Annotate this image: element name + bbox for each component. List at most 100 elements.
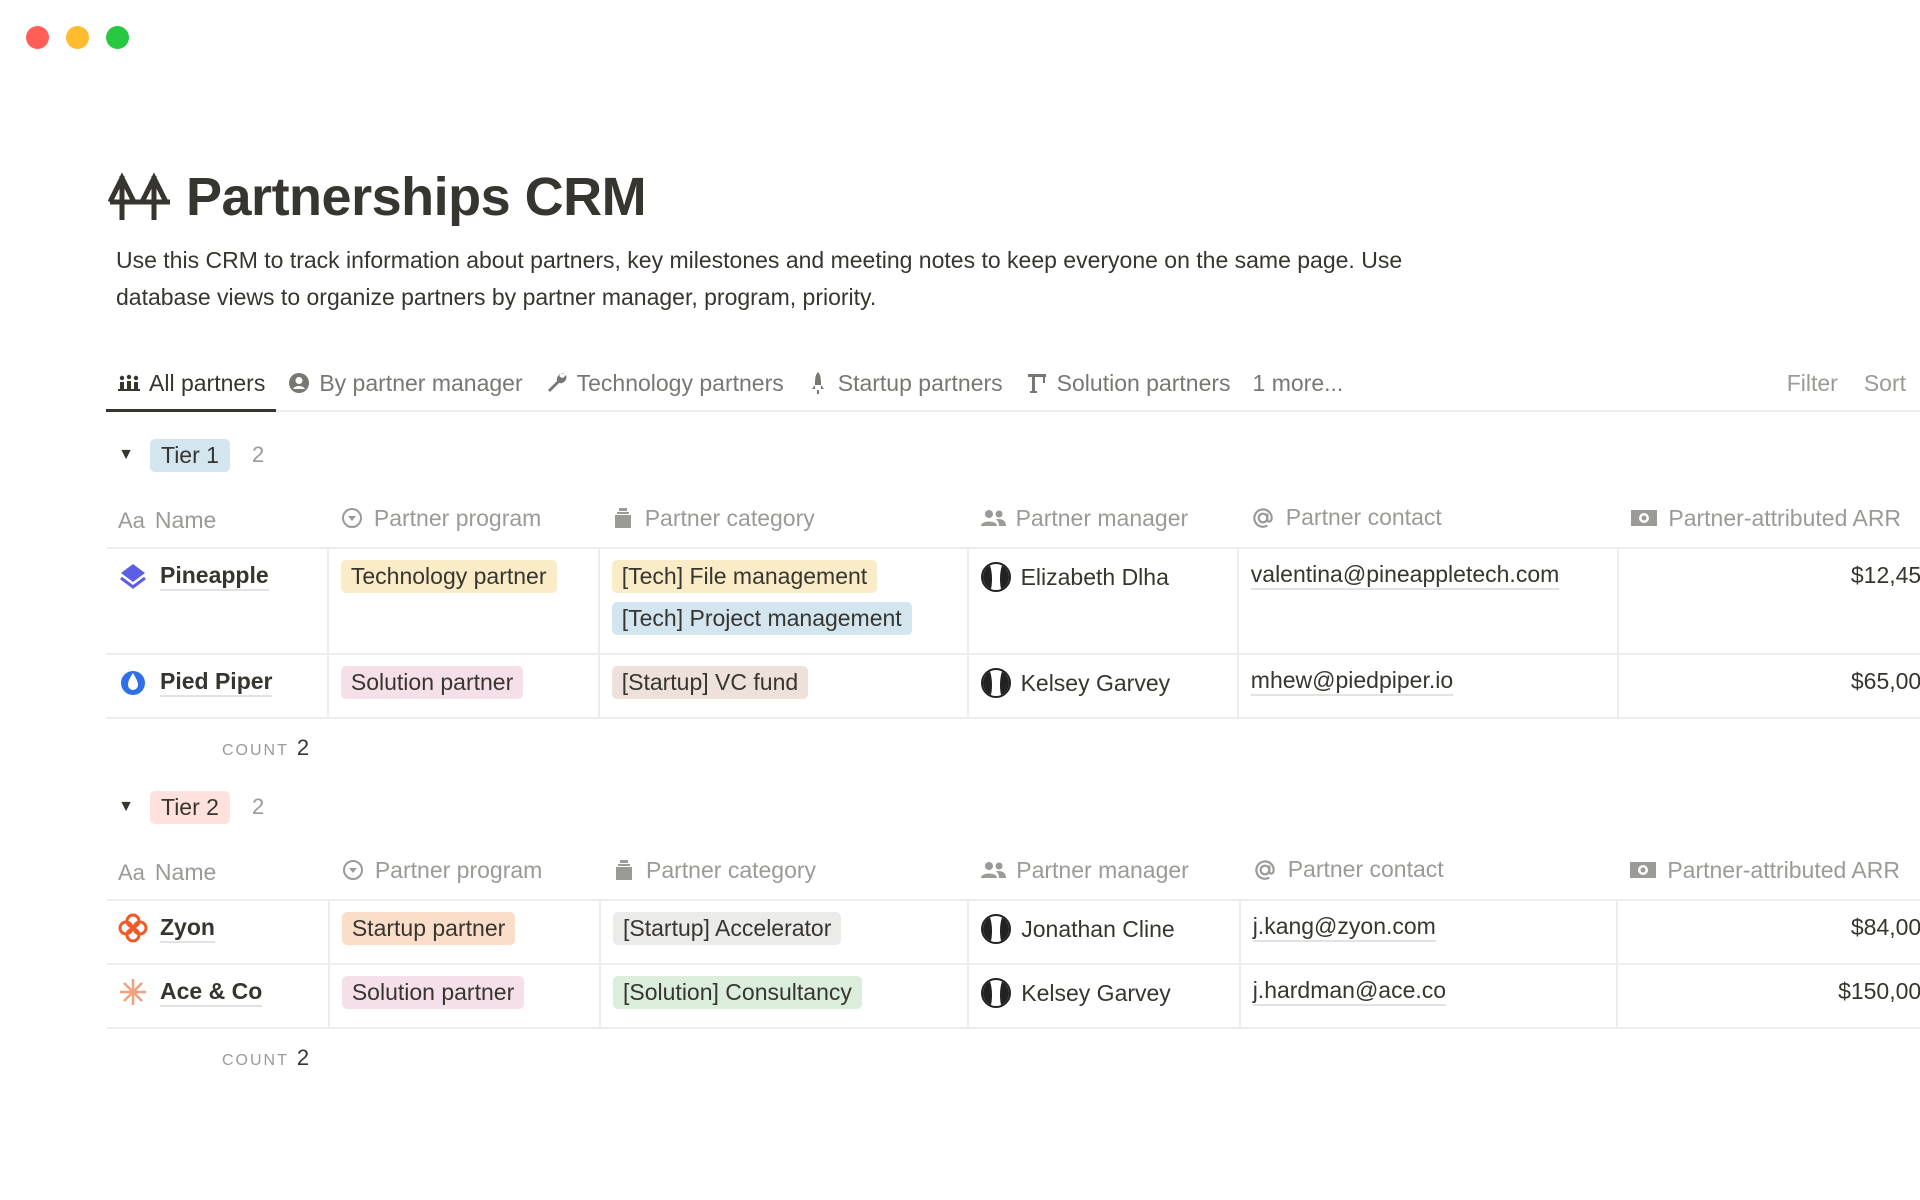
name-cell[interactable]: Pied Piper — [106, 654, 329, 719]
group-badge: Tier 2 — [150, 790, 230, 824]
tab-label: Solution partners — [1056, 369, 1231, 396]
manager: Elizabeth Dlha — [980, 559, 1225, 592]
partner-logo-icon — [118, 913, 148, 943]
manager-cell[interactable]: Kelsey Garvey — [967, 654, 1239, 719]
tab-label: All partners — [149, 369, 266, 396]
column-header-partner-program[interactable]: Partner program — [328, 846, 600, 901]
tab-technology-partners[interactable]: Technology partners — [534, 356, 795, 410]
row-name[interactable]: Ace & Co — [118, 975, 316, 1007]
close-window-button[interactable] — [26, 26, 49, 49]
partner-name[interactable]: Ace & Co — [160, 978, 263, 1007]
column-header-name[interactable]: Aa Name — [106, 494, 328, 549]
arr-cell[interactable]: $150,000 — [1617, 964, 1920, 1029]
row-name[interactable]: Pineapple — [118, 559, 315, 591]
name-cell[interactable]: Ace & Co — [106, 964, 330, 1029]
manager-cell[interactable]: Jonathan Cline — [968, 900, 1241, 965]
collapse-toggle-icon[interactable]: ▼ — [118, 446, 134, 463]
program-cell[interactable]: Solution partner — [327, 654, 600, 719]
rocket-icon — [806, 371, 830, 395]
contact-email[interactable]: valentina@pineappletech.com — [1250, 559, 1560, 590]
category-cell[interactable]: [Tech] File management [Tech] Project man… — [598, 548, 969, 655]
program-tag: Solution partner — [340, 666, 524, 699]
tab-startup-partners[interactable]: Startup partners — [795, 356, 1014, 410]
count-value: 2 — [296, 1045, 310, 1070]
contact-cell[interactable]: j.hardman@ace.co — [1239, 964, 1619, 1029]
manager-cell[interactable]: Elizabeth Dlha — [967, 548, 1239, 655]
program-cell[interactable]: Startup partner — [328, 900, 602, 965]
column-label: Partner manager — [1015, 504, 1189, 531]
program-tag: Startup partner — [341, 912, 516, 945]
category-tag: [Solution] Consultancy — [613, 976, 862, 1009]
column-header-partner-category[interactable]: Partner category — [600, 846, 969, 901]
column-header-partner-manager[interactable]: Partner manager — [967, 494, 1238, 549]
arr-cell[interactable]: $12,450 — [1618, 548, 1920, 655]
program-cell[interactable]: Solution partner — [328, 964, 602, 1029]
category-tag: [Tech] Project management — [611, 602, 912, 635]
collapse-toggle-icon[interactable]: ▼ — [118, 798, 134, 815]
column-header-partner-category[interactable]: Partner category — [598, 494, 968, 549]
arr-value: $84,000 — [1850, 914, 1920, 940]
person-icon — [980, 858, 1007, 882]
column-header-partner-contact[interactable]: Partner contact — [1237, 494, 1619, 549]
column-label: Partner manager — [1016, 856, 1189, 883]
sort-button[interactable]: Sort — [1863, 370, 1906, 396]
text-type-icon: Aa — [118, 507, 145, 533]
column-header-name[interactable]: Aa Name — [106, 846, 329, 901]
tab-1-more[interactable]: 1 more... — [1242, 356, 1355, 410]
name-cell[interactable]: Zyon — [106, 900, 330, 965]
category-cell[interactable]: [Startup] Accelerator — [600, 900, 970, 965]
group-footer-count: COUNT 2 — [222, 1045, 1920, 1071]
arr-cell[interactable]: $84,000 — [1617, 900, 1920, 965]
table-row[interactable]: Ace & Co Solution partner [Solution] Consu… — [106, 964, 1920, 1029]
group-badge: Tier 1 — [150, 438, 230, 472]
manager-cell[interactable]: Kelsey Garvey — [968, 964, 1241, 1029]
row-name[interactable]: Pied Piper — [118, 665, 315, 697]
program-tag: Solution partner — [341, 976, 525, 1009]
group-tier-2: ▼ Tier 2 2 Aa Name Partner program Partner cat… — [106, 787, 1920, 1071]
category-cell[interactable]: [Solution] Consultancy — [600, 964, 970, 1029]
tab-by-partner-manager[interactable]: By partner manager — [276, 356, 533, 410]
name-cell[interactable]: Pineapple — [106, 548, 329, 655]
group-count: 2 — [251, 794, 265, 819]
contact-email[interactable]: mhew@piedpiper.io — [1250, 665, 1454, 696]
row-name[interactable]: Zyon — [118, 911, 316, 943]
group-header: ▼ Tier 1 2 — [106, 435, 1920, 475]
column-header-partner-manager[interactable]: Partner manager — [968, 846, 1240, 901]
column-label: Partner-attributed ARR — [1668, 504, 1902, 531]
column-label: Partner category — [646, 856, 817, 883]
minimize-window-button[interactable] — [66, 26, 89, 49]
tab-all-partners[interactable]: All partners — [106, 356, 277, 412]
money-icon — [1630, 506, 1658, 530]
tab-label: 1 more... — [1252, 369, 1344, 396]
column-header-partner-attributed-arr[interactable]: Partner-attributed ARR — [1618, 494, 1920, 549]
category-cell[interactable]: [Startup] VC fund — [598, 654, 969, 719]
page-title: Partnerships CRM — [186, 167, 647, 227]
contact-cell[interactable]: mhew@piedpiper.io — [1237, 654, 1620, 719]
count-label: COUNT — [222, 1052, 289, 1069]
tab-solution-partners[interactable]: Solution partners — [1014, 356, 1242, 410]
partner-name[interactable]: Pied Piper — [160, 668, 273, 697]
contact-email[interactable]: j.hardman@ace.co — [1252, 975, 1447, 1006]
contact-cell[interactable]: j.kang@zyon.com — [1239, 900, 1619, 965]
partner-name[interactable]: Zyon — [160, 914, 215, 943]
partner-name[interactable]: Pineapple — [160, 562, 269, 591]
arr-value: $65,000 — [1850, 668, 1920, 694]
contact-email[interactable]: j.kang@zyon.com — [1252, 911, 1436, 942]
filter-button[interactable]: Filter — [1786, 370, 1838, 396]
maximize-window-button[interactable] — [106, 26, 129, 49]
column-header-partner-attributed-arr[interactable]: Partner-attributed ARR — [1617, 846, 1920, 901]
column-label: Partner category — [644, 504, 815, 531]
arr-value: $12,450 — [1850, 562, 1920, 588]
contact-cell[interactable]: valentina@pineappletech.com — [1237, 548, 1620, 655]
column-header-partner-program[interactable]: Partner program — [327, 494, 599, 549]
arr-cell[interactable]: $65,000 — [1618, 654, 1920, 719]
column-header-partner-contact[interactable]: Partner contact — [1239, 846, 1618, 901]
manager: Kelsey Garvey — [981, 975, 1226, 1008]
manager-name: Elizabeth Dlha — [1020, 563, 1169, 590]
page-header: Partnerships CRM — [108, 166, 647, 228]
column-header-content: Partner contact — [1250, 504, 1442, 531]
table-row[interactable]: Zyon Startup partner [Startup] Accelerator… — [106, 900, 1920, 965]
table-row[interactable]: Pineapple Technology partner [Tech] File m… — [106, 548, 1920, 655]
table-row[interactable]: Pied Piper Solution partner [Startup] VC f… — [106, 654, 1920, 719]
program-cell[interactable]: Technology partner — [327, 548, 600, 655]
